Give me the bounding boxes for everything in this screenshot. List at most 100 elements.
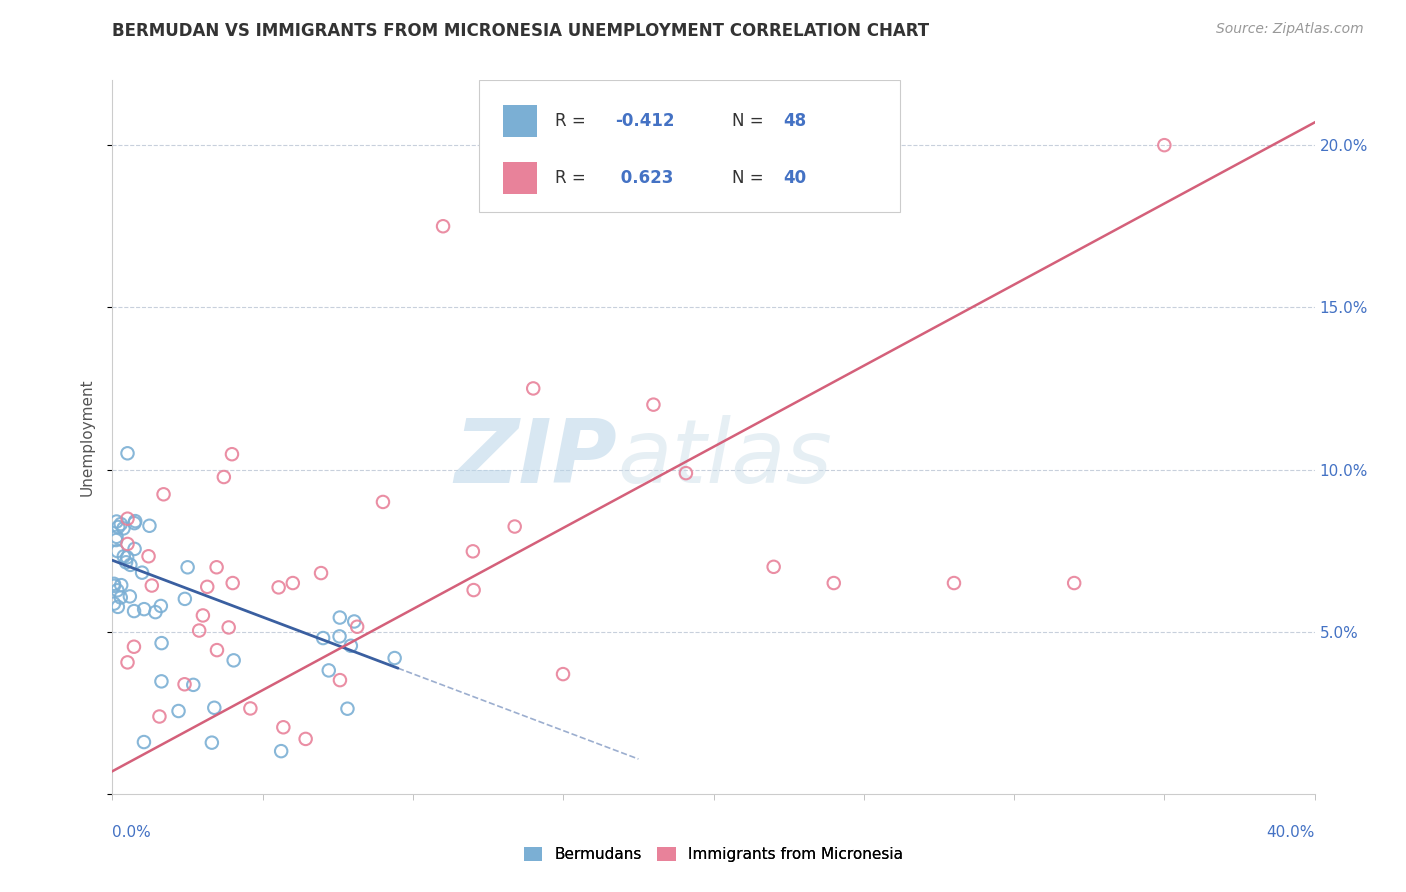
Point — [461, 544, 484, 558]
Point — [132, 735, 155, 749]
Point — [346, 620, 368, 634]
Point — [221, 447, 243, 461]
Point — [188, 624, 211, 638]
Point — [318, 664, 340, 678]
Point — [942, 576, 965, 591]
Point — [329, 610, 352, 624]
Legend: Bermudans, Immigrants from Micronesia: Bermudans, Immigrants from Micronesia — [517, 841, 910, 868]
Point — [173, 677, 195, 691]
Text: BERMUDAN VS IMMIGRANTS FROM MICRONESIA UNEMPLOYMENT CORRELATION CHART: BERMUDAN VS IMMIGRANTS FROM MICRONESIA U… — [112, 22, 929, 40]
Text: atlas: atlas — [617, 416, 832, 501]
Point — [273, 720, 295, 734]
Point — [329, 673, 352, 687]
FancyBboxPatch shape — [479, 80, 900, 212]
Point — [107, 599, 129, 614]
Point — [823, 576, 845, 591]
Point — [329, 629, 352, 643]
Y-axis label: Unemployment: Unemployment — [79, 378, 94, 496]
Point — [371, 495, 394, 509]
Point — [134, 602, 156, 616]
Point — [124, 514, 146, 528]
Point — [149, 599, 172, 613]
Point — [173, 591, 195, 606]
Point — [212, 470, 235, 484]
Point — [176, 560, 198, 574]
Point — [115, 555, 138, 569]
Point — [205, 560, 228, 574]
FancyBboxPatch shape — [503, 162, 537, 194]
Point — [105, 583, 128, 598]
Point — [124, 541, 146, 556]
Point — [117, 537, 139, 551]
Point — [201, 736, 224, 750]
Text: Source: ZipAtlas.com: Source: ZipAtlas.com — [1216, 22, 1364, 37]
Point — [205, 643, 228, 657]
Point — [340, 639, 363, 653]
Point — [167, 704, 190, 718]
Point — [122, 604, 145, 618]
Point — [222, 653, 245, 667]
Point — [103, 577, 125, 591]
Point — [138, 549, 160, 564]
Point — [103, 579, 125, 593]
Point — [110, 517, 132, 532]
Point — [195, 580, 218, 594]
Text: N =: N = — [731, 112, 769, 130]
Text: 0.0%: 0.0% — [112, 825, 152, 840]
Text: -0.412: -0.412 — [614, 112, 675, 130]
Point — [222, 576, 245, 591]
Point — [105, 515, 128, 529]
Point — [124, 516, 146, 530]
Point — [150, 674, 173, 689]
Point — [122, 640, 145, 654]
Point — [115, 550, 138, 565]
Point — [522, 381, 544, 395]
Text: R =: R = — [555, 112, 591, 130]
Point — [141, 578, 163, 592]
Point — [118, 590, 141, 604]
Point — [239, 701, 262, 715]
Point — [117, 511, 139, 525]
Point — [202, 700, 225, 714]
Point — [117, 656, 139, 670]
Point — [432, 219, 454, 234]
Text: R =: R = — [555, 169, 591, 187]
Point — [267, 580, 290, 594]
Point — [112, 549, 135, 564]
Point — [152, 487, 174, 501]
Point — [117, 446, 139, 460]
Point — [281, 576, 304, 591]
Point — [131, 566, 153, 580]
Point — [145, 605, 167, 619]
Point — [294, 731, 316, 746]
Point — [103, 597, 125, 611]
Point — [191, 608, 214, 623]
Point — [503, 519, 526, 533]
Point — [150, 636, 173, 650]
Point — [120, 558, 142, 572]
Point — [1153, 138, 1175, 153]
Text: 48: 48 — [783, 112, 807, 130]
Point — [107, 520, 129, 534]
Point — [309, 566, 332, 580]
Point — [105, 533, 128, 547]
Text: 0.623: 0.623 — [614, 169, 673, 187]
Point — [675, 466, 697, 480]
Point — [148, 709, 170, 723]
FancyBboxPatch shape — [503, 105, 537, 137]
Point — [138, 518, 160, 533]
Point — [1063, 576, 1085, 591]
Point — [312, 631, 335, 645]
Point — [105, 544, 128, 558]
Point — [270, 744, 292, 758]
Point — [551, 667, 574, 681]
Text: 40.0%: 40.0% — [1267, 825, 1315, 840]
Point — [336, 702, 359, 716]
Point — [384, 651, 406, 665]
Point — [218, 620, 240, 634]
Point — [181, 678, 204, 692]
Point — [343, 615, 366, 629]
Point — [112, 521, 135, 535]
Point — [762, 559, 785, 574]
Point — [643, 398, 665, 412]
